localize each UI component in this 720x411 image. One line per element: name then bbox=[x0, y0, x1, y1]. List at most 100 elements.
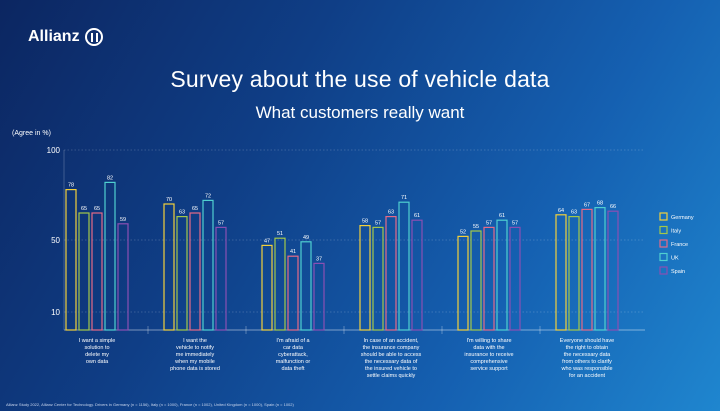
category-label: the insured vehicle to bbox=[365, 366, 417, 372]
category-label: insurance to receive bbox=[464, 352, 513, 358]
category-label: who was responsible bbox=[560, 366, 612, 372]
y-tick-label: 100 bbox=[47, 146, 61, 155]
data-label: 52 bbox=[460, 229, 466, 235]
category-label: vehicle to notify bbox=[176, 345, 214, 351]
category-label: data theft bbox=[282, 366, 305, 372]
bar-germany bbox=[65, 189, 77, 331]
category-label: the necessary data of bbox=[365, 359, 418, 365]
y-tick-label: 10 bbox=[51, 308, 60, 317]
category-label: when my mobile bbox=[174, 359, 215, 365]
legend-swatch-spain bbox=[659, 266, 668, 275]
chart-title: Survey about the use of vehicle data bbox=[170, 66, 550, 92]
bar-uk bbox=[104, 181, 116, 331]
bar-spain bbox=[117, 223, 129, 331]
bar-spain bbox=[411, 219, 423, 331]
category-label: I'm afraid of a bbox=[276, 338, 310, 344]
category-label: phone data is stored bbox=[170, 366, 220, 372]
data-label: 51 bbox=[277, 231, 283, 237]
bar-uk bbox=[496, 219, 508, 331]
category-label: Everyone should have bbox=[560, 338, 614, 344]
legend-swatch-france bbox=[659, 239, 668, 248]
category-label: own data bbox=[86, 359, 109, 365]
category-label: service support bbox=[470, 366, 508, 372]
data-label: 57 bbox=[512, 220, 518, 226]
bar-france bbox=[287, 255, 299, 331]
category-label: the right to obtain bbox=[566, 345, 609, 351]
data-label: 57 bbox=[375, 220, 381, 226]
category-label: the insurance company bbox=[363, 345, 420, 351]
category-label: delete my bbox=[85, 352, 109, 358]
bar-italy bbox=[568, 216, 580, 331]
legend-label: Germany bbox=[671, 215, 694, 221]
category-label: I want a simple bbox=[79, 338, 116, 344]
data-label: 37 bbox=[316, 256, 322, 262]
data-label: 64 bbox=[558, 208, 564, 214]
data-label: 72 bbox=[205, 193, 211, 199]
data-label: 57 bbox=[486, 220, 492, 226]
category-label: for an accident bbox=[569, 373, 606, 379]
y-axis-label: (Agree in %) bbox=[12, 130, 51, 137]
bar-france bbox=[189, 212, 201, 331]
bar-france bbox=[385, 216, 397, 331]
brand-name: Allianz bbox=[28, 28, 80, 45]
category-label: I'm willing to share bbox=[466, 338, 511, 344]
allianz-logo: Allianz bbox=[28, 28, 103, 46]
chart-subtitle: What customers really want bbox=[255, 103, 465, 122]
category-label: the necessary data bbox=[564, 352, 611, 358]
data-label: 63 bbox=[571, 210, 577, 216]
bar-germany bbox=[359, 225, 371, 331]
legend-swatch-germany bbox=[659, 212, 668, 221]
data-label: 41 bbox=[290, 249, 296, 255]
bar-germany bbox=[261, 244, 273, 331]
category-label: me immediately bbox=[176, 352, 215, 358]
data-label: 58 bbox=[362, 219, 368, 225]
data-label: 66 bbox=[610, 204, 616, 210]
data-label: 70 bbox=[166, 197, 172, 203]
data-label: 63 bbox=[179, 210, 185, 216]
data-label: 61 bbox=[414, 213, 420, 219]
y-tick-label: 50 bbox=[51, 236, 60, 245]
category-label: malfunction or bbox=[276, 359, 311, 365]
bar-germany bbox=[457, 235, 469, 331]
bar-spain bbox=[313, 262, 325, 331]
bar-italy bbox=[274, 237, 286, 331]
bar-uk bbox=[202, 199, 214, 331]
category-label: cyberattack, bbox=[278, 352, 308, 358]
bar-italy bbox=[78, 212, 90, 331]
bar-uk bbox=[300, 241, 312, 331]
bar-italy bbox=[470, 230, 482, 331]
footnote: Allianz Study 2022, Allianz Center for T… bbox=[6, 402, 294, 407]
legend-label: Italy bbox=[671, 229, 681, 235]
bar-france bbox=[483, 226, 495, 331]
data-label: 47 bbox=[264, 238, 270, 244]
data-label: 67 bbox=[584, 202, 590, 208]
data-label: 65 bbox=[192, 206, 198, 212]
data-label: 78 bbox=[68, 183, 74, 189]
category-label: comprehensive bbox=[470, 359, 507, 365]
category-label: In case of an accident, bbox=[363, 338, 419, 344]
data-label: 65 bbox=[94, 206, 100, 212]
legend-label: France bbox=[671, 242, 688, 248]
data-label: 57 bbox=[218, 220, 224, 226]
bar-spain bbox=[607, 210, 619, 331]
data-label: 61 bbox=[499, 213, 505, 219]
bar-uk bbox=[594, 207, 606, 331]
bar-spain bbox=[509, 226, 521, 331]
bar-germany bbox=[163, 203, 175, 331]
data-label: 63 bbox=[388, 210, 394, 216]
bar-france bbox=[91, 212, 103, 331]
legend-swatch-italy bbox=[659, 225, 668, 235]
data-label: 59 bbox=[120, 217, 126, 223]
legend-label: UK bbox=[671, 256, 679, 262]
bar-spain bbox=[215, 226, 227, 331]
bar-germany bbox=[555, 214, 567, 331]
data-label: 55 bbox=[473, 224, 479, 230]
category-label: settle claims quickly bbox=[367, 373, 416, 379]
data-label: 71 bbox=[401, 195, 407, 201]
category-label: solution to bbox=[84, 345, 109, 351]
bar-uk bbox=[398, 201, 410, 331]
category-label: data with the bbox=[473, 345, 504, 351]
data-label: 68 bbox=[597, 201, 603, 207]
